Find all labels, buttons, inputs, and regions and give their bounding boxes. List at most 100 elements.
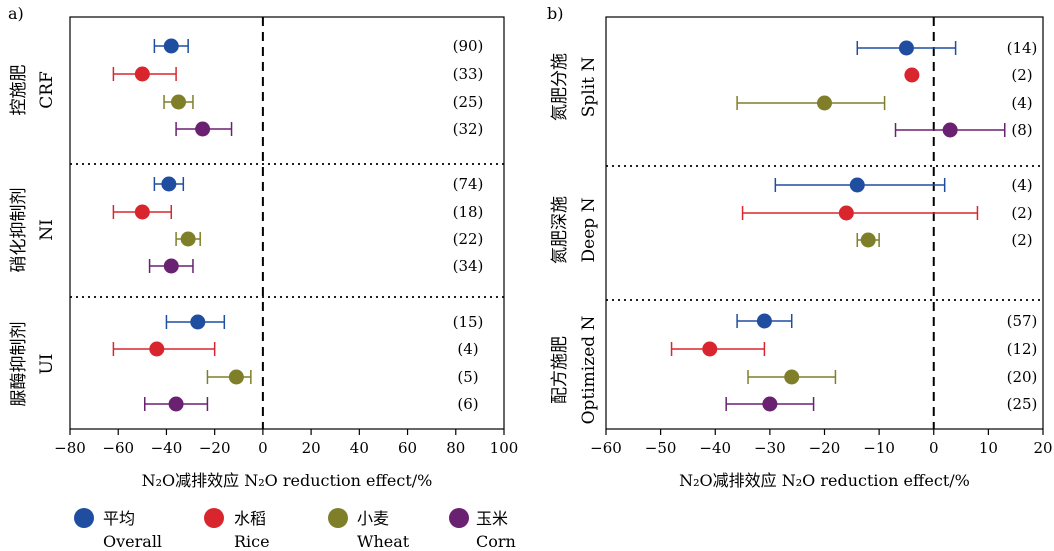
point-corn bbox=[163, 258, 179, 274]
group-label-zh: 脲酶抑制剂 bbox=[9, 322, 29, 407]
point-corn bbox=[168, 396, 184, 412]
x-tick-label: −30 bbox=[754, 439, 786, 457]
point-rice bbox=[134, 66, 150, 82]
sample-count: (34) bbox=[453, 257, 484, 275]
point-corn bbox=[942, 122, 958, 138]
point-rice bbox=[702, 341, 718, 357]
sample-count: (90) bbox=[453, 37, 484, 55]
sample-count: (8) bbox=[1011, 121, 1032, 139]
x-tick-label: 0 bbox=[258, 439, 268, 457]
x-tick-label: −20 bbox=[809, 439, 841, 457]
point-wheat bbox=[171, 94, 186, 110]
plot-frame bbox=[69, 16, 505, 430]
point-rice bbox=[838, 205, 854, 221]
sample-count: (20) bbox=[1007, 368, 1038, 386]
point-wheat bbox=[860, 232, 876, 248]
group-crf: 控施肥 CRF (90) (33) (25) (32) bbox=[9, 37, 483, 138]
x-tick-label: 20 bbox=[1033, 439, 1052, 457]
x-tick-label: 10 bbox=[979, 439, 998, 457]
sample-count: (25) bbox=[453, 93, 484, 111]
x-tick-label: 80 bbox=[446, 439, 465, 457]
legend-label-en: Overall bbox=[103, 532, 162, 551]
x-axis-label: N₂O减排效应 N₂O reduction effect/% bbox=[142, 471, 433, 490]
group-label-en: NI bbox=[37, 219, 57, 241]
legend-marker bbox=[328, 508, 348, 528]
x-tick-label: 100 bbox=[490, 439, 519, 457]
point-wheat bbox=[228, 369, 244, 385]
plot-frame bbox=[605, 16, 1044, 430]
sample-count: (57) bbox=[1007, 312, 1038, 330]
legend-marker bbox=[74, 508, 94, 528]
sample-count: (15) bbox=[453, 313, 484, 331]
panel-b: b) −60 −50 −40 −30 −20 −10 0 10 20 N₂O减排效应 N₂O red… bbox=[547, 4, 1053, 490]
sample-count: (14) bbox=[1007, 39, 1038, 57]
group-label-en: UI bbox=[37, 353, 57, 374]
sample-count: (22) bbox=[453, 230, 484, 248]
legend-label-zh: 水稻 bbox=[234, 509, 266, 528]
point-corn bbox=[195, 121, 211, 137]
sample-count: (5) bbox=[457, 368, 478, 386]
x-tick-label: −60 bbox=[102, 439, 134, 457]
group-label-zh: 氮肥深施 bbox=[550, 196, 570, 264]
legend: 平均 Overall 水稻 Rice 小麦 Wheat 玉米 Corn bbox=[74, 508, 516, 551]
point-corn bbox=[762, 396, 778, 412]
point-rice bbox=[904, 67, 920, 83]
point-wheat bbox=[784, 369, 800, 385]
x-tick-label: 60 bbox=[398, 439, 417, 457]
legend-label-zh: 平均 bbox=[103, 509, 135, 528]
x-tick-label: −20 bbox=[199, 439, 231, 457]
point-rice bbox=[134, 204, 150, 220]
point-overall bbox=[163, 38, 179, 54]
legend-label-en: Rice bbox=[234, 532, 270, 551]
group-label-en: CRF bbox=[37, 71, 57, 109]
x-tick-label: 20 bbox=[302, 439, 321, 457]
point-rice bbox=[149, 341, 165, 357]
x-axis-label: N₂O减排效应 N₂O reduction effect/% bbox=[679, 471, 970, 490]
point-overall bbox=[161, 176, 177, 192]
x-tick-label: −50 bbox=[645, 439, 677, 457]
sample-count: (4) bbox=[457, 340, 478, 358]
sample-count: (12) bbox=[1007, 340, 1038, 358]
sample-count: (25) bbox=[1007, 395, 1038, 413]
group-label-en: Optimized N bbox=[579, 315, 599, 424]
sample-count: (4) bbox=[1011, 94, 1032, 112]
group-split-n: 氮肥分施 Split N (14) (2) (4) (8) bbox=[550, 39, 1037, 139]
x-tick-label: −40 bbox=[699, 439, 731, 457]
sample-count: (2) bbox=[1011, 66, 1032, 84]
group-label-zh: 硝化抑制剂 bbox=[9, 188, 29, 273]
point-overall bbox=[756, 313, 772, 329]
panel-label: a) bbox=[8, 4, 24, 23]
group-label-zh: 氮肥分施 bbox=[550, 53, 570, 121]
point-wheat bbox=[180, 231, 196, 247]
x-tick-label: 0 bbox=[929, 439, 939, 457]
sample-count: (18) bbox=[453, 203, 484, 221]
panel-label: b) bbox=[547, 4, 563, 23]
group-label-zh: 配方施肥 bbox=[550, 336, 570, 404]
sample-count: (6) bbox=[457, 395, 478, 413]
point-wheat bbox=[817, 95, 832, 111]
x-tick-label: −60 bbox=[590, 439, 622, 457]
group-deep-n: 氮肥深施 Deep N (4) (2) (2) bbox=[550, 176, 1033, 264]
legend-label-zh: 小麦 bbox=[357, 509, 389, 528]
x-tick-label: 40 bbox=[350, 439, 369, 457]
group-ni: 硝化抑制剂 NI (74) (18) (22) (34) bbox=[9, 175, 483, 275]
sample-count: (74) bbox=[453, 175, 484, 193]
x-tick-label: −40 bbox=[151, 439, 183, 457]
sample-count: (4) bbox=[1011, 176, 1032, 194]
sample-count: (2) bbox=[1011, 231, 1032, 249]
sample-count: (33) bbox=[453, 65, 484, 83]
group-ui: 脲酶抑制剂 UI (15) (4) (5) (6) bbox=[9, 313, 483, 413]
legend-item-overall: 平均 Overall bbox=[74, 508, 162, 551]
point-overall bbox=[849, 177, 865, 193]
group-label-zh: 控施肥 bbox=[9, 65, 29, 116]
legend-item-rice: 水稻 Rice bbox=[204, 508, 270, 551]
point-overall bbox=[898, 40, 914, 56]
x-tick-label: −80 bbox=[54, 439, 86, 457]
panel-a: a) −80 −60 −40 −20 0 20 40 60 80 100 N₂O减排效应 N₂O re… bbox=[8, 4, 518, 490]
legend-marker bbox=[204, 508, 224, 528]
sample-count: (2) bbox=[1011, 204, 1032, 222]
legend-marker bbox=[449, 508, 469, 528]
group-label-en: Split N bbox=[579, 57, 599, 118]
group-optimized-n: 配方施肥 Optimized N (57) (12) (20) (25) bbox=[550, 312, 1037, 424]
